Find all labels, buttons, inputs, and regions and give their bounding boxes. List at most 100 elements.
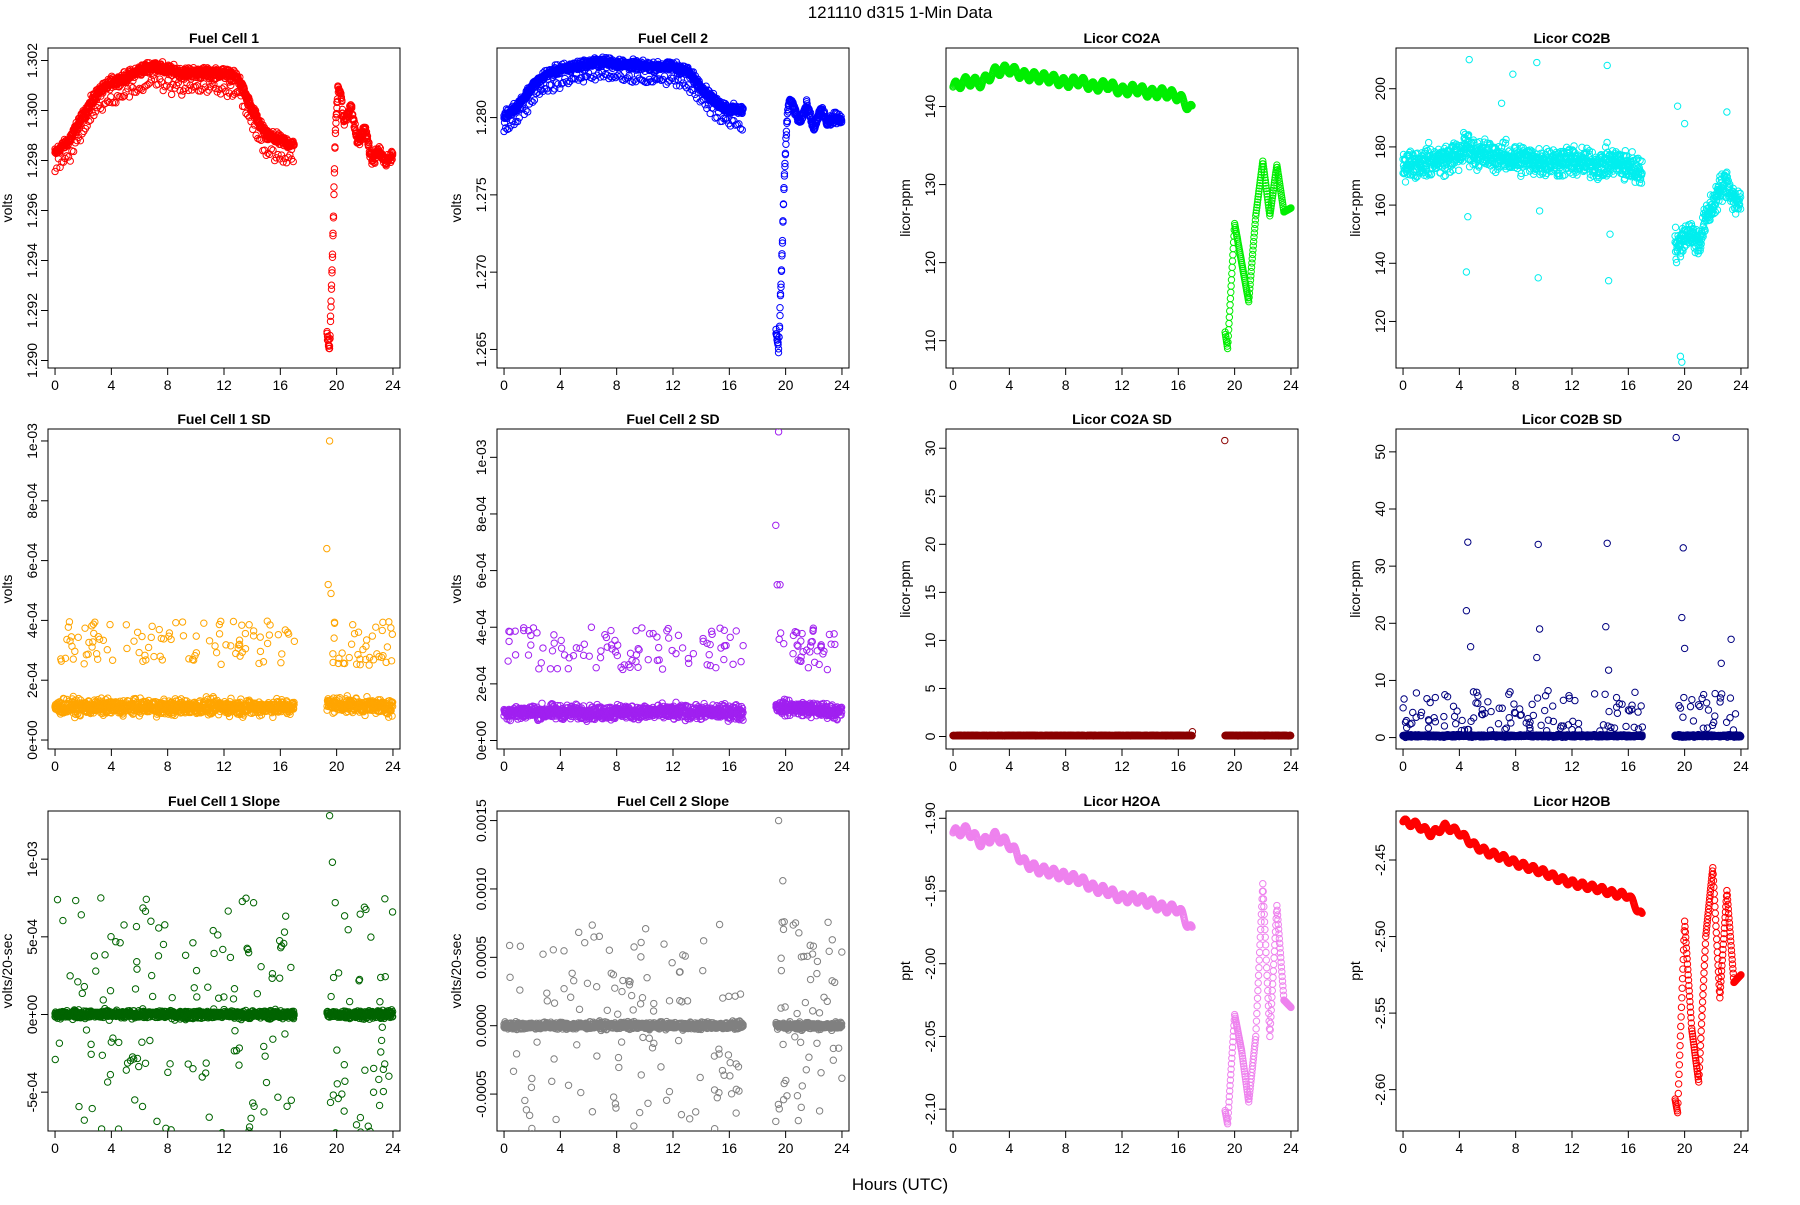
data-point	[775, 346, 781, 352]
figure-title: 121110 d315 1-Min Data	[808, 3, 993, 22]
x-tick-label: 0	[500, 377, 508, 393]
outlier-point	[1463, 269, 1469, 275]
y-tick-label: 140	[1372, 251, 1388, 275]
data-point	[1227, 302, 1233, 308]
data-point	[783, 141, 789, 147]
data-point	[1228, 283, 1234, 289]
outlier-point	[1466, 56, 1472, 62]
y-tick-label: 1.275	[473, 177, 489, 212]
x-tick-label: 24	[385, 377, 401, 393]
panel-licor-co2b: Licor CO2B 0 4 8 12 16 20 24 120 140 160 180 200 lico…	[1347, 30, 1749, 393]
data-point	[1402, 179, 1408, 185]
x-tick-label: 4	[107, 377, 115, 393]
y-tick-label: 140	[922, 95, 938, 119]
data-point	[777, 305, 783, 311]
outlier-point	[1510, 71, 1516, 77]
data-points	[1400, 56, 1744, 365]
panel-title: Fuel Cell 2	[638, 30, 708, 46]
y-tick-label: 1.302	[24, 43, 40, 78]
data-point	[331, 191, 337, 197]
panel-title: Licor CO2A	[1083, 30, 1160, 46]
panel-title: Fuel Cell 1	[189, 30, 259, 46]
y-tick-label: 200	[1372, 77, 1388, 101]
y-tick-label: 1.265	[473, 332, 489, 367]
y-axis-label: volts	[0, 194, 15, 223]
y-axis-label: licor-ppm	[897, 179, 913, 237]
y-tick-label: 1.292	[24, 293, 40, 328]
x-tick-label: 20	[1677, 377, 1693, 393]
y-tick-label: 110	[922, 329, 938, 352]
x-tick-label: 8	[613, 377, 621, 393]
y-tick-label: 1.270	[473, 254, 489, 289]
data-point	[1227, 308, 1233, 314]
x-tick-label: 24	[1733, 377, 1749, 393]
x-tick-label: 24	[1283, 377, 1299, 393]
x-tick-label: 0	[51, 377, 59, 393]
plot-frame	[497, 48, 849, 368]
x-tick-label: 0	[949, 377, 957, 393]
data-point	[739, 127, 745, 133]
x-tick-label: 16	[273, 377, 289, 393]
x-tick-label: 16	[1171, 377, 1187, 393]
x-tick-label: 20	[329, 377, 345, 393]
x-tick-label: 0	[1399, 377, 1407, 393]
data-point	[1229, 264, 1235, 270]
x-tick-label: 12	[1114, 377, 1130, 393]
data-point	[331, 184, 337, 190]
y-tick-label: 1.298	[24, 143, 40, 178]
y-tick-label: 160	[1372, 193, 1388, 217]
plot-frame	[1396, 48, 1748, 368]
data-point	[1226, 320, 1232, 326]
data-point	[179, 92, 185, 98]
y-axis-label: licor-ppm	[1347, 179, 1363, 237]
x-tick-label: 12	[1564, 377, 1580, 393]
x-tick-label: 20	[778, 377, 794, 393]
y-tick-label: 1.300	[24, 93, 40, 128]
data-point	[1629, 149, 1635, 155]
data-point	[1228, 289, 1234, 295]
data-point	[1229, 270, 1235, 276]
x-tick-label: 12	[665, 377, 681, 393]
x-tick-label: 16	[1621, 377, 1637, 393]
x-tick-label: 12	[216, 377, 232, 393]
y-tick-label: 180	[1372, 135, 1388, 159]
data-point	[1672, 224, 1678, 230]
outlier-point	[1534, 59, 1540, 65]
y-tick-label: 1.280	[473, 100, 489, 135]
x-tick-label: 16	[722, 377, 738, 393]
x-tick-label: 4	[1005, 377, 1013, 393]
data-point	[168, 91, 174, 97]
data-point	[777, 312, 783, 318]
data-point	[67, 158, 73, 164]
x-tick-label: 20	[1227, 377, 1243, 393]
y-tick-label: 120	[1372, 310, 1388, 334]
data-point	[1227, 295, 1233, 301]
y-tick-label: 130	[922, 173, 938, 197]
figure-xlabel: Hours (UTC)	[852, 1175, 948, 1194]
data-point	[328, 282, 334, 288]
plot-frame	[946, 48, 1298, 368]
outlier-point	[1535, 275, 1541, 281]
y-tick-label: 120	[922, 251, 938, 275]
data-points	[950, 62, 1294, 352]
data-points	[52, 59, 396, 352]
outlier-point	[1465, 214, 1471, 220]
data-points	[501, 54, 845, 356]
x-tick-label: 4	[556, 377, 564, 393]
data-point	[1230, 252, 1236, 258]
y-tick-label: 1.290	[24, 343, 40, 378]
x-tick-label: 8	[164, 377, 172, 393]
y-tick-label: 1.296	[24, 193, 40, 228]
x-tick-label: 8	[1512, 377, 1520, 393]
data-point	[1228, 277, 1234, 283]
data-point	[250, 126, 256, 132]
data-point	[1226, 314, 1232, 320]
x-tick-label: 4	[1455, 377, 1463, 393]
panel-title: Licor CO2B	[1533, 30, 1610, 46]
